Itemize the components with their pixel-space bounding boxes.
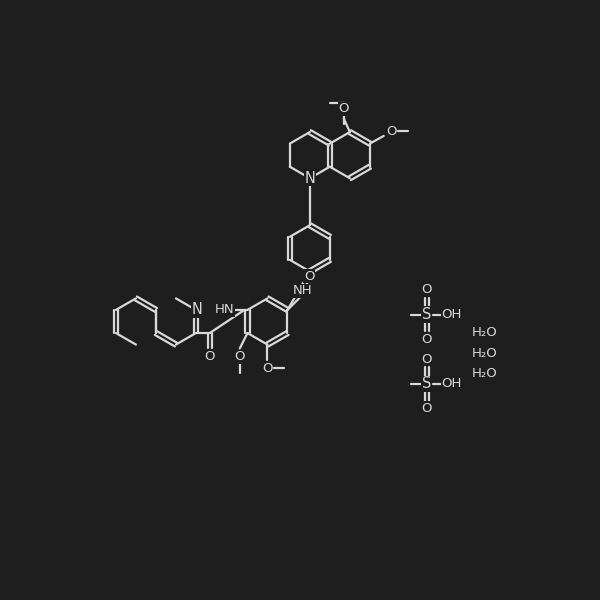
Text: H₂O: H₂O <box>472 347 497 359</box>
Text: H₂O: H₂O <box>472 326 497 339</box>
Text: O: O <box>422 332 432 346</box>
Text: OH: OH <box>442 377 461 391</box>
Text: O: O <box>422 353 432 366</box>
Text: H₂O: H₂O <box>472 367 497 380</box>
Text: O: O <box>338 103 349 115</box>
Text: O: O <box>422 402 432 415</box>
Text: OH: OH <box>442 308 461 321</box>
Text: O: O <box>386 125 397 138</box>
Text: N: N <box>192 302 203 317</box>
Text: N: N <box>304 171 315 186</box>
Text: S: S <box>422 307 431 322</box>
Text: NH: NH <box>293 284 313 297</box>
Text: O: O <box>205 350 215 362</box>
Text: O: O <box>422 283 432 296</box>
Text: O: O <box>235 350 245 364</box>
Text: O: O <box>262 362 273 375</box>
Text: HN: HN <box>215 304 234 316</box>
Text: S: S <box>422 376 431 391</box>
Text: O: O <box>304 269 314 283</box>
